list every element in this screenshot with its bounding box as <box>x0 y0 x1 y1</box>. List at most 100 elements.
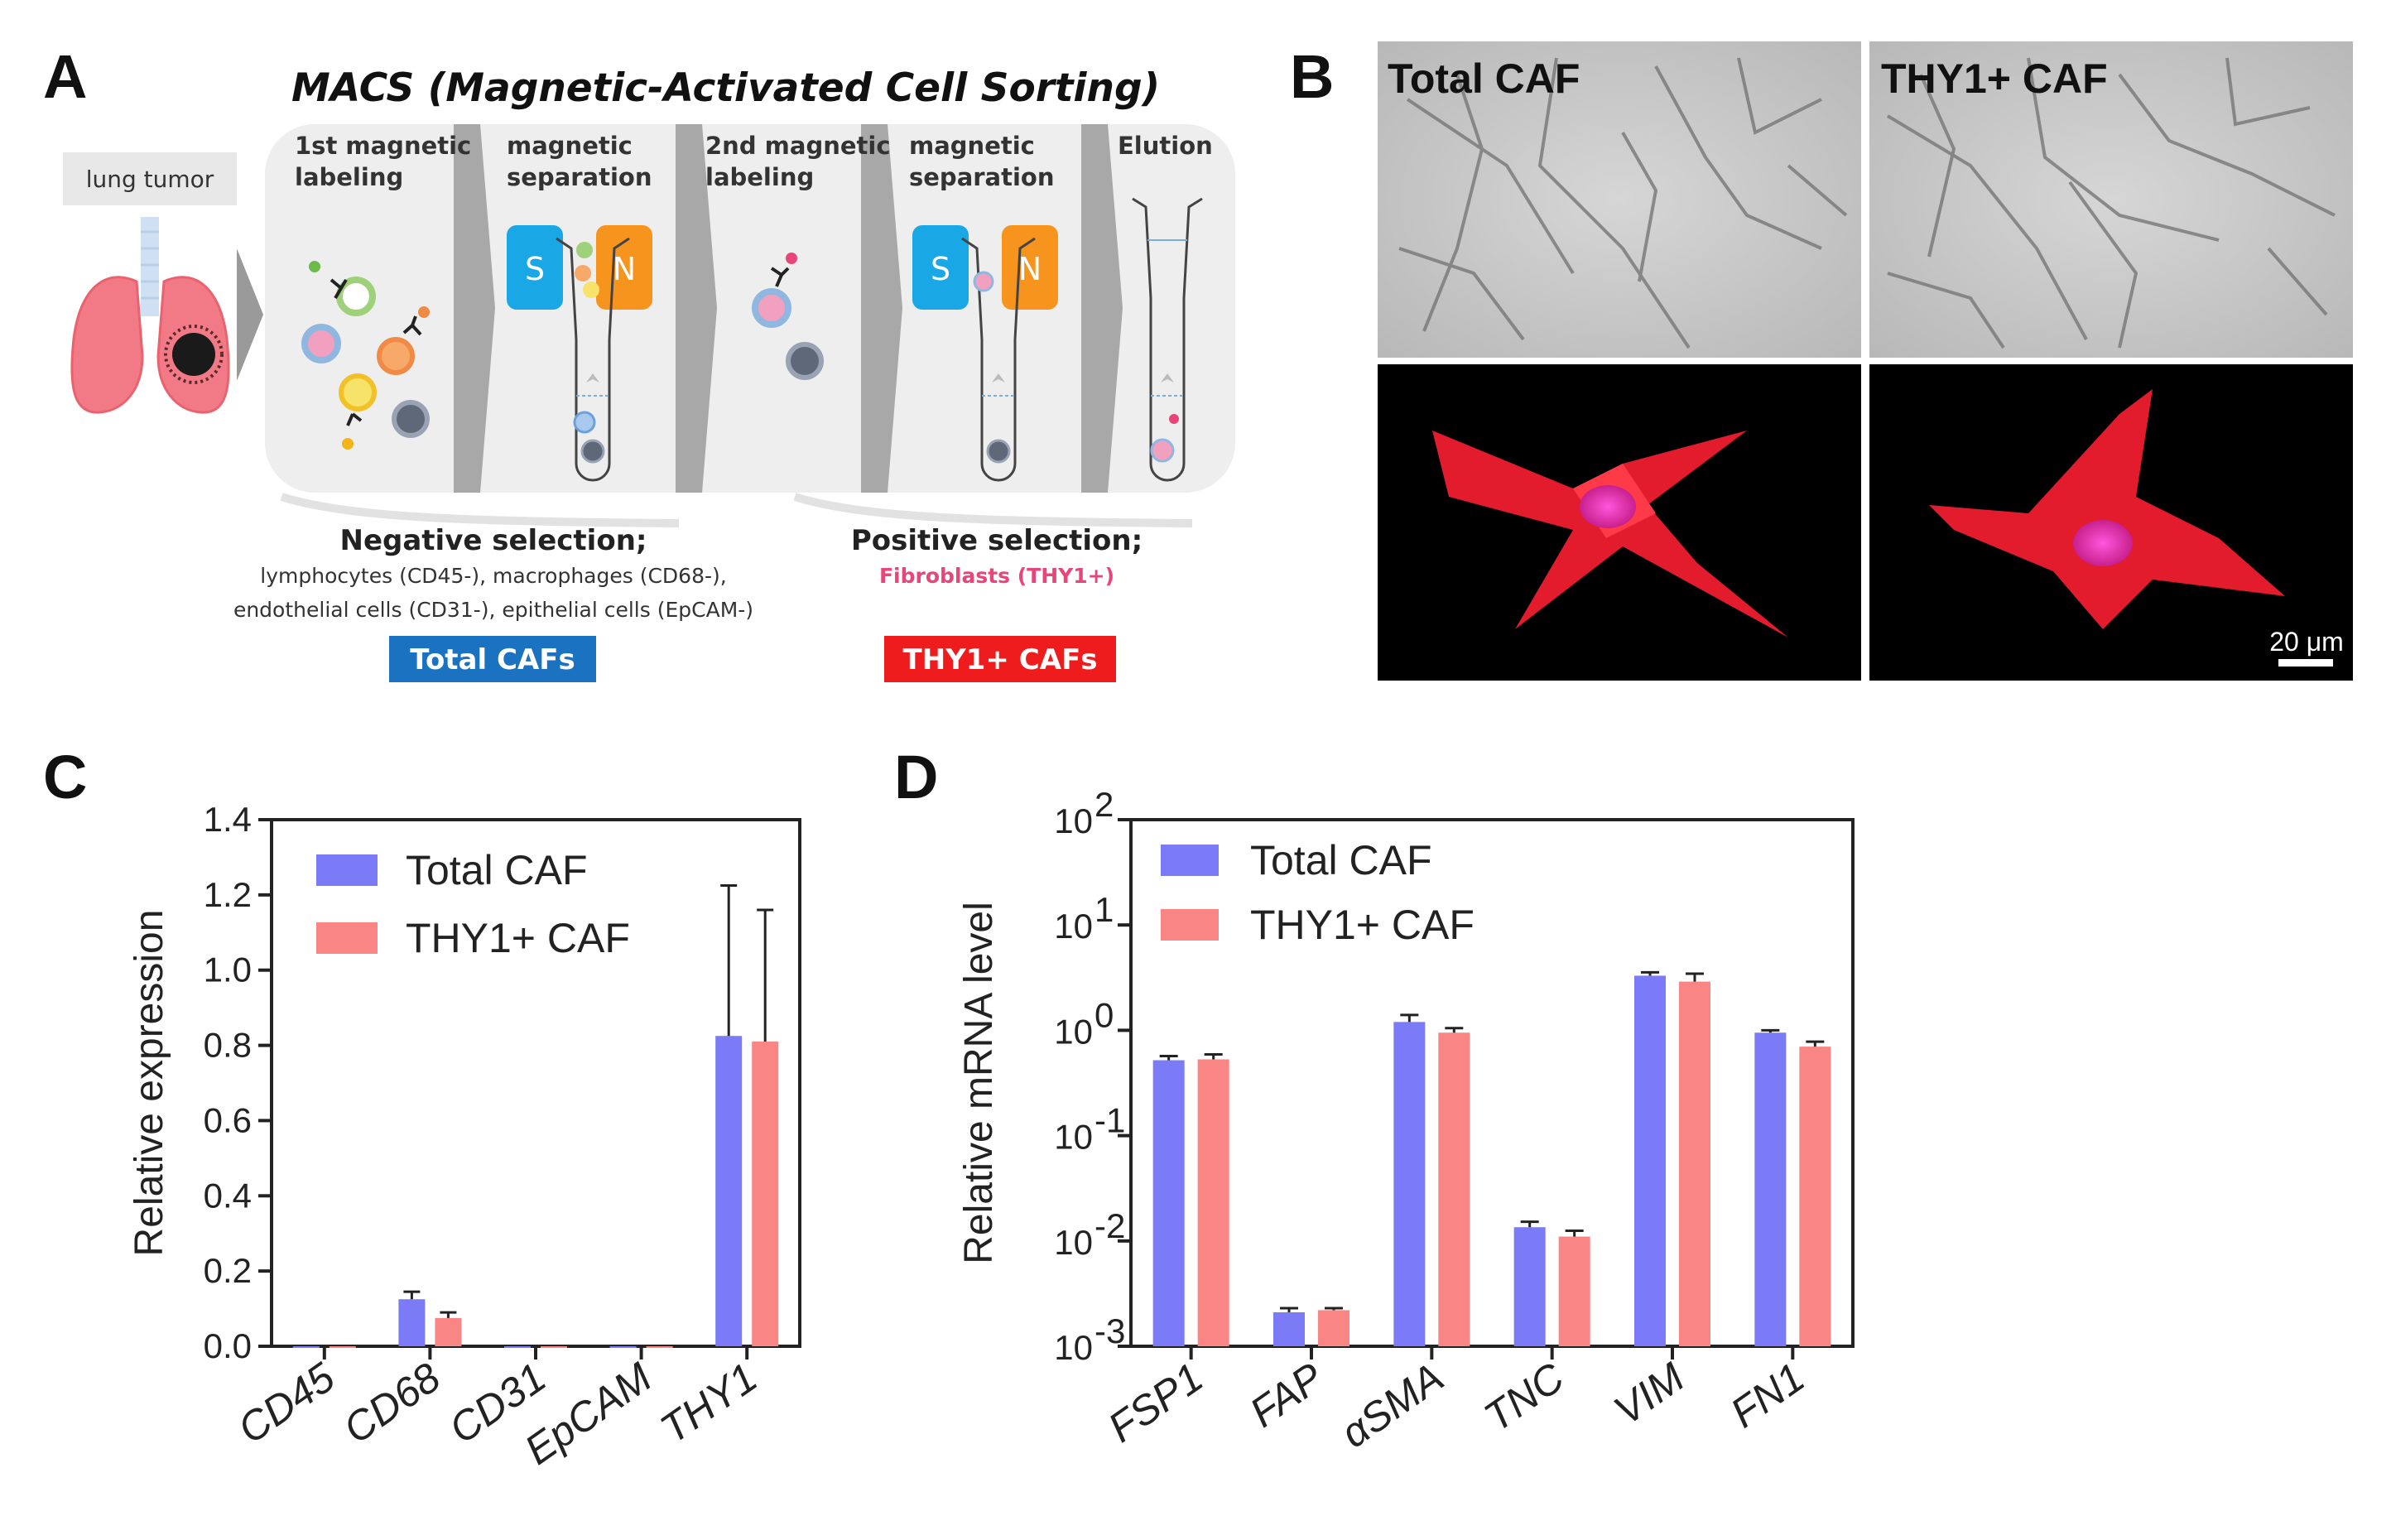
d-cat-label-fsp1: FSP1 <box>1099 1354 1211 1451</box>
legend-swatch-total-d <box>1161 845 1219 876</box>
step-5-line1: Elution <box>1118 132 1213 160</box>
d-cat-label-vim: VIM <box>1605 1354 1692 1434</box>
plot-frame-d <box>1129 818 1855 1348</box>
c-cat-label-thy1: THY1 <box>652 1354 766 1452</box>
phase-image-thy1 <box>1869 41 2353 358</box>
c-bar-total-caf-thy1 <box>715 1036 743 1346</box>
phase-cells-total <box>1398 57 1848 349</box>
d-bar-total-caf-fn1 <box>1754 1032 1787 1346</box>
c-ytick-label-1: 0.2 <box>204 1251 252 1290</box>
magnet-s-icon <box>507 225 563 310</box>
lungs-illustration <box>70 217 230 414</box>
d-bar-thy1-caf-tnc <box>1558 1236 1590 1346</box>
d-ytick-label-4: 10 <box>1054 907 1093 946</box>
c-ytick-label-4: 0.8 <box>204 1026 252 1065</box>
magnetic-separation-1: S N <box>507 225 652 482</box>
panel-a-letter: A <box>43 42 87 111</box>
legend-total-caf-d: Total CAF <box>1250 837 1432 883</box>
total-cafs-badge <box>389 636 596 682</box>
d-bar-thy1-caf-fn1 <box>1799 1047 1831 1346</box>
elution-tube <box>1132 197 1203 482</box>
c-cat-label-cd45: CD45 <box>229 1354 343 1452</box>
thy1-cafs-badge-label: THY1+ CAFs <box>903 643 1098 676</box>
c-ytick-label-3: 0.6 <box>204 1100 252 1139</box>
magnet-n-icon <box>596 225 652 310</box>
c-bar-thy1-caf-cd31 <box>541 1346 567 1348</box>
c-ytick-label-6: 1.2 <box>204 875 252 914</box>
panel-b-letter: B <box>1290 42 1334 111</box>
panel-a: A MACS (Magnetic-Activated Cell Sorting)… <box>43 42 1235 682</box>
scale-bar <box>2278 659 2333 667</box>
panel-b: B Total CAF THY1+ CAF <box>1290 41 2353 681</box>
magnet-s-label: S <box>525 251 545 287</box>
c-ytick-label-0: 0.0 <box>204 1326 252 1365</box>
d-bar-total-caf-fsp1 <box>1152 1060 1185 1346</box>
positive-selection-line1: Fibroblasts (THY1+) <box>879 564 1114 588</box>
magnet-n-label: N <box>613 251 636 287</box>
d-cat-label-fn1: FN1 <box>1722 1354 1813 1437</box>
d-ytick-label-3: 10 <box>1054 1012 1093 1051</box>
macs-title: MACS (Magnetic-Activated Cell Sorting) <box>291 65 1160 111</box>
legend-swatch-thy1-d <box>1161 909 1219 941</box>
d-bar-total-caf-vim <box>1634 975 1666 1346</box>
c-bar-total-caf-epcam <box>609 1346 637 1348</box>
panel-c: C 0.00.20.40.60.81.01.21.4 CD45CD68CD31E… <box>43 743 801 1474</box>
step-1-cells <box>301 261 430 450</box>
fluor-cell-thy1 <box>1929 389 2285 629</box>
c-bar-thy1-caf-cd68 <box>435 1317 462 1346</box>
legend-thy1-caf-c: THY1+ CAF <box>406 915 630 961</box>
d-ytick-label-1: 10 <box>1054 1223 1093 1262</box>
negative-selection-line2: endothelial cells (CD31-), epithelial ce… <box>233 598 753 622</box>
fluor-cell-total <box>1432 431 1788 638</box>
label-thy1-caf: THY1+ CAF <box>1881 55 2108 102</box>
panel-c-letter: C <box>43 743 87 811</box>
step-3-line2: labeling <box>705 163 814 191</box>
legend-swatch-total-c <box>316 854 378 886</box>
negative-selection-heading: Negative selection; <box>340 524 647 557</box>
d-ylabel: Relative mRNA level <box>957 902 1001 1263</box>
c-ytick-label-7: 1.4 <box>204 800 252 839</box>
step-1-line2: labeling <box>295 163 403 191</box>
label-total-caf: Total CAF <box>1388 55 1580 102</box>
d-ytick-exp-3: 0 <box>1094 995 1114 1034</box>
d-bar-total-caf-fap <box>1273 1312 1305 1346</box>
d-cat-label--sma: αSMA <box>1332 1354 1451 1456</box>
magnet-s-label-2: S <box>931 251 950 287</box>
c-ytick-label-2: 0.4 <box>204 1176 252 1215</box>
positive-selection-heading: Positive selection; <box>851 524 1143 557</box>
step-4-line1: magnetic <box>909 132 1035 160</box>
scale-bar-label: 20 μm <box>2269 627 2344 657</box>
c-cat-label-cd68: CD68 <box>335 1354 449 1452</box>
d-ytick-label-0: 10 <box>1054 1328 1093 1367</box>
tumor-label-box <box>63 152 237 205</box>
d-bar-thy1-caf-fsp1 <box>1197 1059 1229 1346</box>
c-bar-total-caf-cd45 <box>292 1346 320 1348</box>
c-ylabel: Relative expression <box>127 910 171 1257</box>
d-ytick-label-2: 10 <box>1054 1118 1093 1157</box>
d-cat-label-tnc: TNC <box>1476 1354 1573 1441</box>
tumor-label: lung tumor <box>86 166 214 193</box>
d-bar-total-caf-tnc <box>1513 1227 1546 1346</box>
step-1-line1: 1st magnetic <box>295 132 471 160</box>
macs-process-box <box>265 124 1235 493</box>
d-cat-label-fap: FAP <box>1242 1354 1332 1437</box>
phase-cells-thy1 <box>1886 57 2336 349</box>
total-cafs-badge-label: Total CAFs <box>410 643 575 676</box>
c-ytick-label-5: 1.0 <box>204 950 252 989</box>
thy1-cafs-badge <box>884 636 1116 682</box>
d-bar-total-caf--sma <box>1393 1022 1426 1346</box>
panel-d-letter: D <box>894 743 938 811</box>
step-4-line2: separation <box>909 163 1055 191</box>
step-3-line1: 2nd magnetic <box>705 132 891 160</box>
phase-image-total <box>1378 41 1861 358</box>
d-bar-thy1-caf--sma <box>1438 1032 1470 1346</box>
c-bar-thy1-caf-epcam <box>646 1346 673 1348</box>
legend-thy1-caf-d: THY1+ CAF <box>1250 902 1475 948</box>
c-bar-total-caf-cd68 <box>398 1299 426 1346</box>
step-3-cells <box>752 253 824 380</box>
magnet-n-label-2: N <box>1018 251 1042 287</box>
arrow-icon <box>237 248 263 381</box>
step-2-line1: magnetic <box>507 132 633 160</box>
